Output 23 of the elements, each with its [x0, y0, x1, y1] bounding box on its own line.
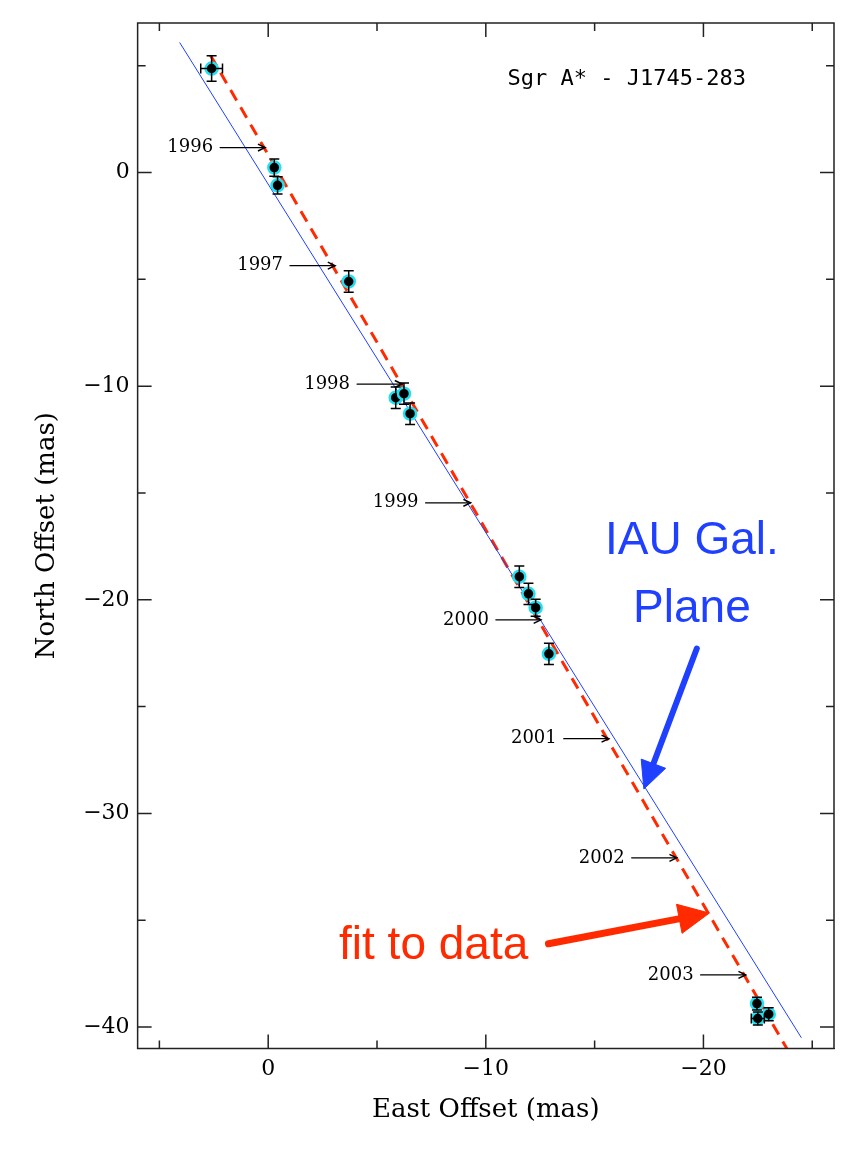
y-tick-label: −40 [83, 1012, 130, 1038]
x-axis-title: East Offset (mas) [372, 1093, 600, 1124]
point [341, 274, 356, 289]
y-tick-label: 0 [115, 158, 130, 184]
annotation: IAU Gal. Plane [605, 511, 779, 632]
annotation: 2000 [443, 607, 489, 629]
x-tick-label: −10 [462, 1055, 510, 1081]
annotation: 2002 [578, 845, 625, 867]
y-tick-label: −30 [83, 799, 130, 825]
annotation: 1999 [372, 490, 419, 512]
y-tick-label: −10 [83, 371, 130, 397]
point [512, 569, 527, 584]
annotation: 1997 [237, 253, 284, 275]
y-tick-label: −20 [83, 585, 130, 611]
annotation: fit to data [339, 916, 529, 969]
annotation: 2003 [647, 962, 694, 984]
annotation: 1998 [304, 371, 351, 393]
annotation: 1996 [167, 135, 214, 157]
x-tick-label: 0 [261, 1055, 276, 1081]
text: Sgr A* - J1745-283 [507, 64, 746, 90]
annotation: 2001 [510, 726, 557, 748]
x-tick-label: −20 [680, 1055, 727, 1081]
y-axis-title: North Offset (mas) [30, 412, 61, 660]
